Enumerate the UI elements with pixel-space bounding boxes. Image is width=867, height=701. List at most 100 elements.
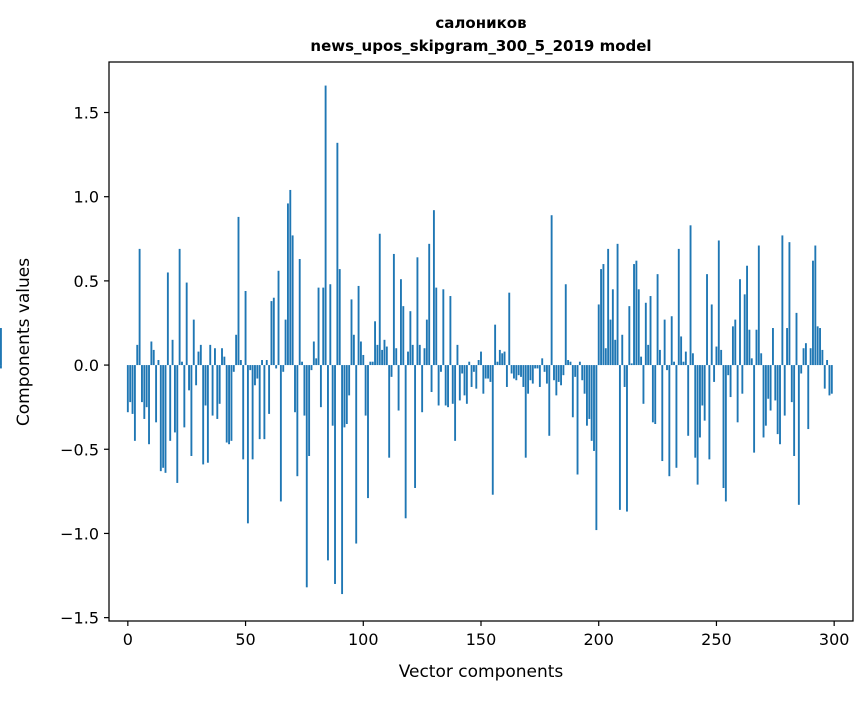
x-axis-label: Vector components bbox=[399, 662, 564, 682]
bar-49 bbox=[242, 365, 245, 460]
bar-280 bbox=[786, 328, 789, 366]
bar-243 bbox=[699, 365, 701, 438]
bar-173 bbox=[534, 365, 537, 369]
bar-87 bbox=[331, 365, 334, 426]
bar-2 bbox=[131, 365, 134, 414]
bar-144 bbox=[465, 365, 468, 404]
bar-67 bbox=[284, 319, 287, 366]
bar-168 bbox=[522, 365, 525, 387]
bar-42 bbox=[225, 365, 228, 443]
bar-204 bbox=[607, 248, 610, 366]
bar-9 bbox=[148, 365, 150, 445]
bar-270 bbox=[762, 365, 765, 438]
bar-188 bbox=[569, 361, 572, 366]
bar-55 bbox=[256, 365, 259, 379]
bar-0 bbox=[126, 365, 129, 413]
bar-190 bbox=[574, 365, 577, 377]
bar-251 bbox=[717, 240, 720, 366]
bar-238 bbox=[687, 365, 690, 436]
bar-295 bbox=[821, 349, 824, 366]
bar-61 bbox=[270, 301, 273, 366]
bar-201 bbox=[600, 269, 603, 366]
bar-43 bbox=[228, 365, 231, 445]
bar-37 bbox=[214, 348, 216, 366]
bar-227 bbox=[661, 365, 664, 462]
bar-129 bbox=[430, 365, 433, 393]
bar-99 bbox=[359, 341, 362, 366]
bar-14 bbox=[159, 365, 162, 472]
bar-215 bbox=[633, 264, 635, 366]
bar-30 bbox=[197, 351, 200, 366]
x-tick-label: 200 bbox=[583, 630, 614, 649]
bar-166 bbox=[517, 365, 520, 376]
bar-152 bbox=[484, 365, 487, 379]
bar-235 bbox=[680, 336, 683, 366]
bar-56 bbox=[258, 365, 261, 440]
bar-288 bbox=[804, 343, 807, 366]
bar-216 bbox=[635, 260, 638, 366]
bar-97 bbox=[355, 365, 358, 544]
bar-281 bbox=[788, 242, 791, 366]
bar-112 bbox=[390, 365, 393, 377]
bar-83 bbox=[322, 287, 325, 366]
bar-32 bbox=[202, 365, 205, 465]
bar-16 bbox=[164, 365, 167, 473]
y-tick-label: 0.0 bbox=[74, 356, 99, 375]
bar-284 bbox=[795, 312, 798, 366]
bar-157 bbox=[496, 361, 499, 366]
bar-79 bbox=[312, 341, 315, 366]
bar-279 bbox=[783, 365, 786, 416]
bar-74 bbox=[301, 361, 303, 366]
bar-290 bbox=[809, 348, 812, 366]
bar-91 bbox=[341, 365, 344, 595]
bar-164 bbox=[513, 365, 515, 379]
bar-120 bbox=[409, 311, 412, 366]
bar-1 bbox=[129, 365, 132, 403]
bar-131 bbox=[435, 287, 438, 366]
bar-211 bbox=[623, 365, 626, 387]
bar-146 bbox=[470, 365, 473, 387]
bar-184 bbox=[560, 365, 562, 386]
x-tick-label: 50 bbox=[235, 630, 255, 649]
bar-174 bbox=[536, 365, 539, 369]
bar-20 bbox=[173, 365, 176, 433]
bar-222 bbox=[649, 296, 652, 366]
bar-145 bbox=[468, 361, 471, 366]
bar-89 bbox=[336, 142, 339, 366]
bar-34 bbox=[206, 365, 209, 463]
bar-139 bbox=[454, 365, 457, 441]
bar-231 bbox=[670, 316, 673, 366]
bar-245 bbox=[703, 365, 706, 421]
bar-299 bbox=[830, 365, 833, 394]
bar-195 bbox=[586, 365, 588, 426]
bar-209 bbox=[618, 365, 621, 510]
bar-202 bbox=[602, 264, 605, 366]
bar-181 bbox=[553, 365, 555, 381]
bar-12 bbox=[155, 365, 158, 423]
x-tick-label: 300 bbox=[819, 630, 850, 649]
bar-69 bbox=[289, 189, 292, 366]
bar-100 bbox=[362, 354, 365, 366]
bar-167 bbox=[520, 365, 522, 377]
bar-297 bbox=[826, 360, 829, 366]
bar-51 bbox=[246, 365, 249, 524]
bar-13 bbox=[157, 360, 160, 366]
bar-170 bbox=[527, 365, 530, 394]
bar-63 bbox=[275, 365, 278, 369]
bar-150 bbox=[480, 351, 482, 366]
bar-5 bbox=[138, 248, 141, 366]
bar-3 bbox=[133, 365, 136, 441]
bar-149 bbox=[477, 360, 480, 366]
bar-186 bbox=[564, 284, 567, 366]
bar-194 bbox=[583, 365, 586, 394]
bar-127 bbox=[425, 319, 428, 366]
bar-267 bbox=[755, 329, 758, 366]
bar-140 bbox=[456, 344, 459, 366]
bar-246 bbox=[706, 274, 708, 366]
bar-95 bbox=[350, 299, 353, 366]
bar-248 bbox=[710, 304, 713, 366]
bar-122 bbox=[414, 365, 417, 488]
bar-208 bbox=[616, 243, 619, 366]
bar-169 bbox=[524, 365, 527, 458]
